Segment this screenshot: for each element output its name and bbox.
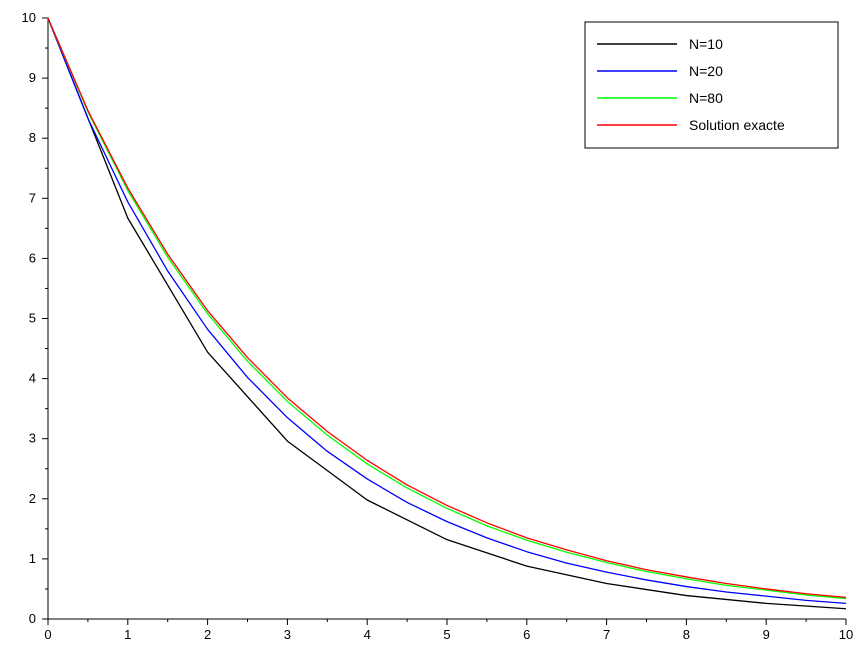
- x-tick-label: 2: [204, 627, 211, 642]
- series-line-2: [47, 17, 847, 605]
- series-line-1: [47, 17, 847, 610]
- x-tick-label: 1: [124, 627, 131, 642]
- y-tick-label: 3: [29, 431, 36, 446]
- series-layer: [47, 17, 847, 610]
- x-tick-label: 7: [603, 627, 610, 642]
- y-tick-label: 5: [29, 311, 36, 326]
- y-tick-label: 4: [29, 371, 36, 386]
- series-line-3: [47, 17, 847, 600]
- axes: 0 1 2 3 4 5 6 7 8 9 10 0 1 2 3 4 5 6 7 8 9 10: [22, 10, 854, 642]
- y-tick-label: 0: [29, 611, 36, 626]
- x-tick-label: 6: [523, 627, 530, 642]
- legend: N=10 N=20 N=80 Solution exacte: [584, 21, 839, 149]
- x-tick-label: 9: [763, 627, 770, 642]
- x-tick-label: 0: [44, 627, 51, 642]
- legend-label-4: Solution exacte: [689, 117, 785, 133]
- y-tick-label: 2: [29, 491, 36, 506]
- x-tick-label: 5: [443, 627, 450, 642]
- y-tick-label: 10: [22, 10, 36, 25]
- y-tick-label: 6: [29, 250, 36, 265]
- legend-label-1: N=10: [689, 36, 723, 52]
- x-tick-label: 4: [364, 627, 371, 642]
- x-tick-label: 3: [284, 627, 291, 642]
- legend-label-3: N=80: [689, 90, 723, 106]
- x-tick-label: 8: [683, 627, 690, 642]
- legend-label-2: N=20: [689, 63, 723, 79]
- y-tick-label: 9: [29, 70, 36, 85]
- y-tick-label: 7: [29, 190, 36, 205]
- y-tick-label: 1: [29, 551, 36, 566]
- legend-box: [584, 21, 839, 149]
- x-tick-label: 10: [839, 627, 853, 642]
- series-line-4: [47, 17, 847, 599]
- y-tick-label: 8: [29, 130, 36, 145]
